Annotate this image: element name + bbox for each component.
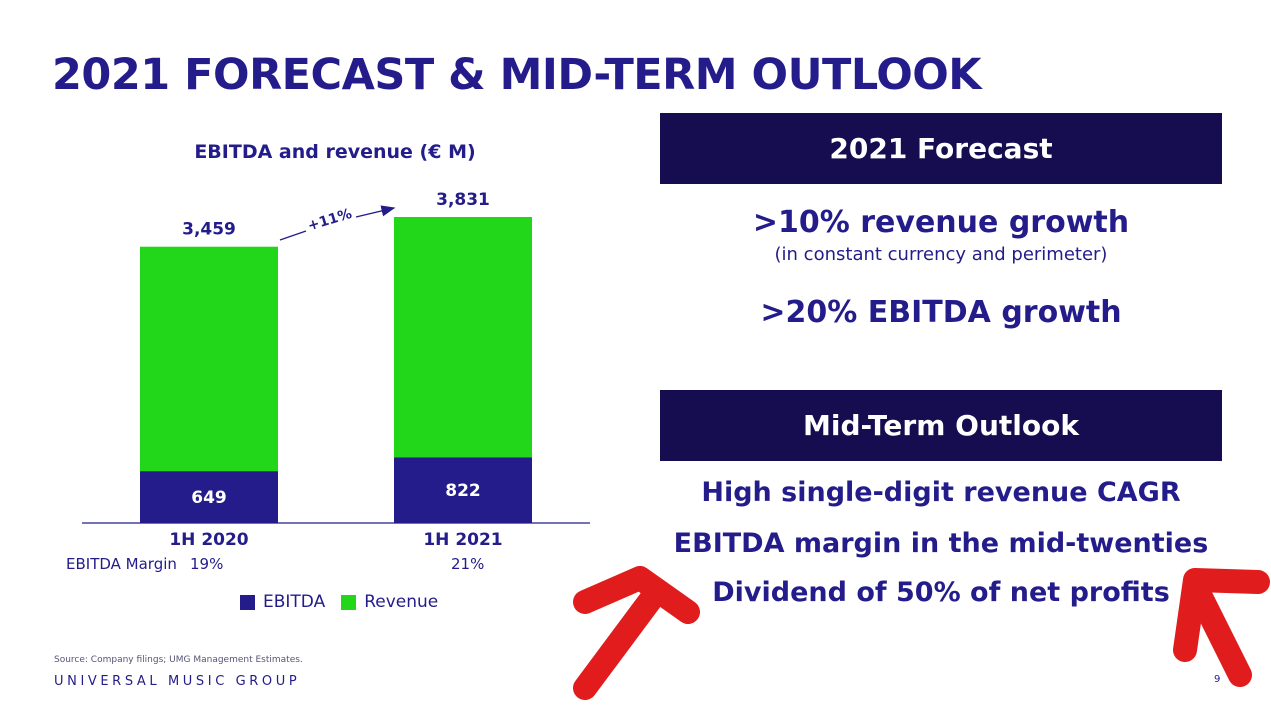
bar-ebitda-1h2020 — [140, 471, 278, 523]
footer-brand: UNIVERSAL MUSIC GROUP — [54, 674, 301, 689]
forecast-revenue-growth: >10% revenue growth — [752, 205, 1130, 240]
page-title: 2021 FORECAST & MID-TERM OUTLOOK — [52, 50, 982, 100]
bar-ebitda-1h2021 — [394, 457, 532, 523]
label-ebitda-1h2020: 649 — [191, 488, 227, 508]
growth-label: +11% — [306, 206, 354, 235]
margin-title: EBITDA Margin — [66, 555, 177, 573]
label-total-1h2020: 3,459 — [182, 220, 236, 240]
margin-value-1h2021: 21% — [451, 555, 485, 573]
forecast-ebitda-growth: >20% EBITDA growth — [760, 295, 1122, 330]
source-note: Source: Company filings; UMG Management … — [54, 655, 303, 665]
margin-value-1h2020: 19% — [190, 555, 224, 573]
stacked-bar-chart: 649 3,459 1H 2020 822 3,831 1H 2021 +11% — [82, 190, 590, 550]
chart-title: EBITDA and revenue (€ M) — [194, 141, 476, 163]
legend-label-ebitda: EBITDA — [263, 592, 326, 612]
legend-item-revenue: Revenue — [341, 592, 438, 612]
bar-revenue-1h2021 — [394, 217, 532, 458]
page-number: 9 — [1214, 674, 1221, 685]
growth-arrow-line-right — [355, 205, 396, 218]
legend-label-revenue: Revenue — [364, 592, 439, 612]
bar-revenue-1h2020 — [140, 246, 278, 472]
forecast-revenue-note: (in constant currency and perimeter) — [774, 244, 1108, 265]
forecast-banner: 2021 Forecast — [660, 113, 1222, 184]
outlook-item-dividend: Dividend of 50% of net profits — [712, 577, 1170, 608]
legend-item-ebitda: EBITDA — [240, 592, 325, 612]
growth-arrow-line-left — [279, 230, 307, 241]
outlook-heading: Mid-Term Outlook — [803, 409, 1079, 442]
label-ebitda-1h2021: 822 — [445, 481, 481, 501]
category-label-1h2020: 1H 2020 — [169, 530, 248, 550]
outlook-banner: Mid-Term Outlook — [660, 390, 1222, 461]
growth-arrow: +11% — [279, 205, 396, 241]
legend-swatch-revenue — [341, 594, 357, 610]
legend-swatch-ebitda — [240, 594, 255, 610]
chart-legend: EBITDA Revenue — [240, 592, 454, 612]
outlook-item-ebitda-margin: EBITDA margin in the mid-twenties — [673, 528, 1209, 559]
label-total-1h2021: 3,831 — [436, 190, 490, 210]
outlook-item-revenue-cagr: High single-digit revenue CAGR — [701, 477, 1181, 508]
category-label-1h2021: 1H 2021 — [423, 530, 502, 550]
forecast-heading: 2021 Forecast — [829, 132, 1053, 165]
